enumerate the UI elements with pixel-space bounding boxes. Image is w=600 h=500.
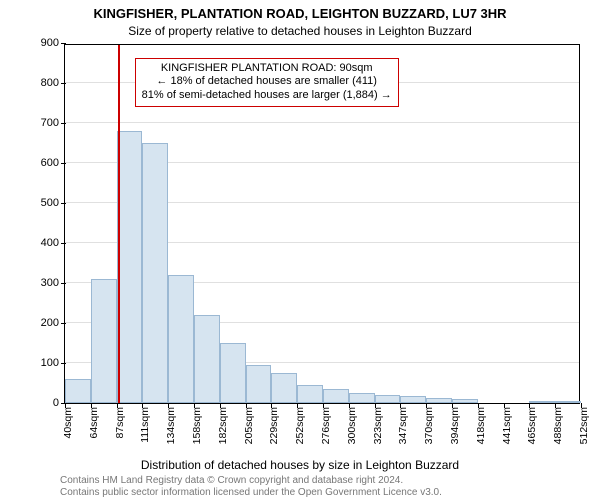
- chart-title: KINGFISHER, PLANTATION ROAD, LEIGHTON BU…: [0, 6, 600, 21]
- histogram-bar: [271, 373, 297, 403]
- x-tick-label: 252sqm: [288, 403, 306, 444]
- y-tick: 400: [41, 237, 65, 249]
- histogram-bar: [220, 343, 246, 403]
- x-tick-label: 488sqm: [546, 403, 564, 444]
- histogram-bar: [375, 395, 401, 403]
- x-tick-label: 323sqm: [366, 403, 384, 444]
- x-tick-label: 182sqm: [211, 403, 229, 444]
- histogram-bar: [117, 131, 143, 403]
- x-tick-label: 229sqm: [262, 403, 280, 444]
- histogram-bar: [297, 385, 323, 403]
- histogram-bar: [142, 143, 168, 403]
- y-tick: 500: [41, 197, 65, 209]
- annotation-line-2: ← 18% of detached houses are smaller (41…: [142, 75, 392, 89]
- x-tick-label: 64sqm: [82, 403, 100, 439]
- x-tick-label: 276sqm: [314, 403, 332, 444]
- x-tick-label: 370sqm: [417, 403, 435, 444]
- histogram-bar: [194, 315, 220, 403]
- histogram-bar: [65, 379, 91, 403]
- x-tick-label: 205sqm: [237, 403, 255, 444]
- histogram-bar: [91, 279, 117, 403]
- property-marker-line: [118, 45, 120, 403]
- x-tick-label: 300sqm: [340, 403, 358, 444]
- y-tick: 700: [41, 117, 65, 129]
- x-tick-label: 418sqm: [469, 403, 487, 444]
- histogram-bar: [400, 396, 426, 403]
- x-tick-label: 111sqm: [133, 403, 151, 443]
- y-tick: 200: [41, 317, 65, 329]
- y-tick: 800: [41, 77, 65, 89]
- footnote-line-1: Contains HM Land Registry data © Crown c…: [60, 475, 442, 487]
- x-tick-label: 394sqm: [443, 403, 461, 444]
- x-tick-label: 512sqm: [572, 403, 590, 444]
- gridline: [65, 122, 579, 123]
- y-tick: 600: [41, 157, 65, 169]
- histogram-chart: KINGFISHER, PLANTATION ROAD, LEIGHTON BU…: [0, 0, 600, 500]
- x-tick-label: 465sqm: [520, 403, 538, 444]
- footnote-line-2: Contains public sector information licen…: [60, 487, 442, 499]
- histogram-bar: [349, 393, 375, 403]
- y-tick: 300: [41, 277, 65, 289]
- x-tick-label: 347sqm: [391, 403, 409, 444]
- histogram-bar: [246, 365, 272, 403]
- annotation-line-1: KINGFISHER PLANTATION ROAD: 90sqm: [142, 62, 392, 76]
- plot-area: 010020030040050060070080090040sqm64sqm87…: [64, 44, 580, 404]
- histogram-bar: [323, 389, 349, 403]
- x-tick-label: 134sqm: [159, 403, 177, 444]
- x-axis-label: Distribution of detached houses by size …: [0, 458, 600, 472]
- x-tick-label: 158sqm: [185, 403, 203, 444]
- histogram-bar: [168, 275, 194, 403]
- x-tick-label: 441sqm: [495, 403, 513, 444]
- annotation-line-3: 81% of semi-detached houses are larger (…: [142, 89, 392, 103]
- y-tick: 900: [41, 37, 65, 49]
- footnote: Contains HM Land Registry data © Crown c…: [60, 475, 442, 498]
- y-tick: 100: [41, 357, 65, 369]
- chart-subtitle: Size of property relative to detached ho…: [0, 24, 600, 38]
- x-tick-label: 40sqm: [56, 403, 74, 439]
- x-tick-label: 87sqm: [108, 403, 126, 439]
- annotation-box: KINGFISHER PLANTATION ROAD: 90sqm← 18% o…: [135, 58, 399, 107]
